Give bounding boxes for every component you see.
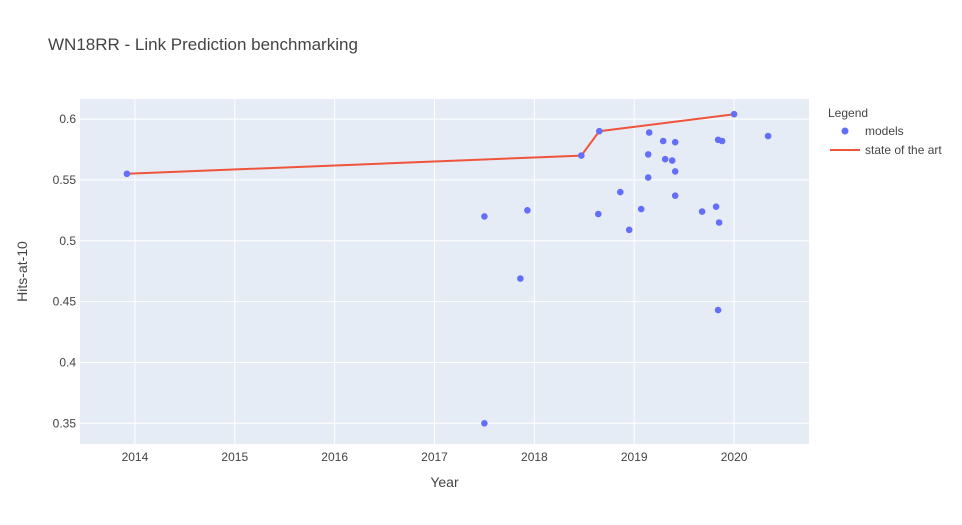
models-markers[interactable] [123,110,772,427]
x-tick-label: 2016 [321,450,348,464]
y-tick-label: 0.5 [59,234,76,248]
y-axis-title: Hits-at-10 [14,241,30,302]
x-tick-label: 2020 [721,450,748,464]
model-point[interactable] [596,127,603,135]
y-tick-label: 0.35 [53,416,77,430]
x-axis-ticks: 2014 2015 2016 2017 2018 2019 2020 [122,450,748,464]
chart-title: WN18RR - Link Prediction benchmarking [48,35,358,54]
x-axis-title: Year [430,474,459,490]
legend-models-marker [841,127,849,135]
model-point[interactable] [671,138,679,146]
model-point[interactable] [644,151,652,158]
model-point[interactable] [517,275,524,282]
legend[interactable]: Legend models state of the art [828,106,942,157]
model-point[interactable] [730,110,738,118]
x-tick-label: 2019 [621,450,648,464]
model-point[interactable] [481,213,488,220]
model-point[interactable] [714,306,722,314]
model-point[interactable] [764,132,772,140]
legend-label-models: models [865,124,904,138]
model-point[interactable] [661,155,669,163]
model-point[interactable] [659,137,667,145]
model-point[interactable] [671,192,679,199]
model-point[interactable] [524,207,531,214]
model-point[interactable] [617,188,624,196]
legend-item-models[interactable]: models [841,124,904,138]
x-tick-label: 2017 [421,450,448,464]
x-tick-label: 2018 [521,450,548,464]
x-tick-label: 2014 [122,450,149,464]
y-tick-label: 0.45 [53,295,77,309]
y-tick-label: 0.4 [59,355,76,369]
model-point[interactable] [715,219,723,226]
model-point[interactable] [668,157,676,164]
x-tick-label: 2015 [221,450,248,464]
model-point[interactable] [625,226,633,234]
state-of-the-art-line[interactable] [126,113,735,175]
y-axis-ticks: 0.35 0.4 0.45 0.5 0.55 0.6 [53,112,77,430]
y-tick-label: 0.6 [59,112,76,126]
plot-area [80,99,809,444]
legend-item-state-of-the-art[interactable]: state of the art [830,143,942,157]
model-point[interactable] [637,205,645,213]
legend-title: Legend [828,106,868,120]
legend-label-state-of-the-art: state of the art [865,143,942,157]
state-of-the-art-series-line[interactable] [126,113,735,175]
model-point[interactable] [671,168,679,175]
model-point[interactable] [481,420,488,427]
model-point[interactable] [698,208,706,215]
model-point[interactable] [712,203,720,210]
model-point[interactable] [123,170,131,178]
y-tick-label: 0.55 [53,173,77,187]
model-point[interactable] [645,129,653,136]
model-point[interactable] [644,174,652,181]
model-point[interactable] [718,137,726,145]
model-point[interactable] [578,152,585,159]
model-point[interactable] [595,210,602,218]
